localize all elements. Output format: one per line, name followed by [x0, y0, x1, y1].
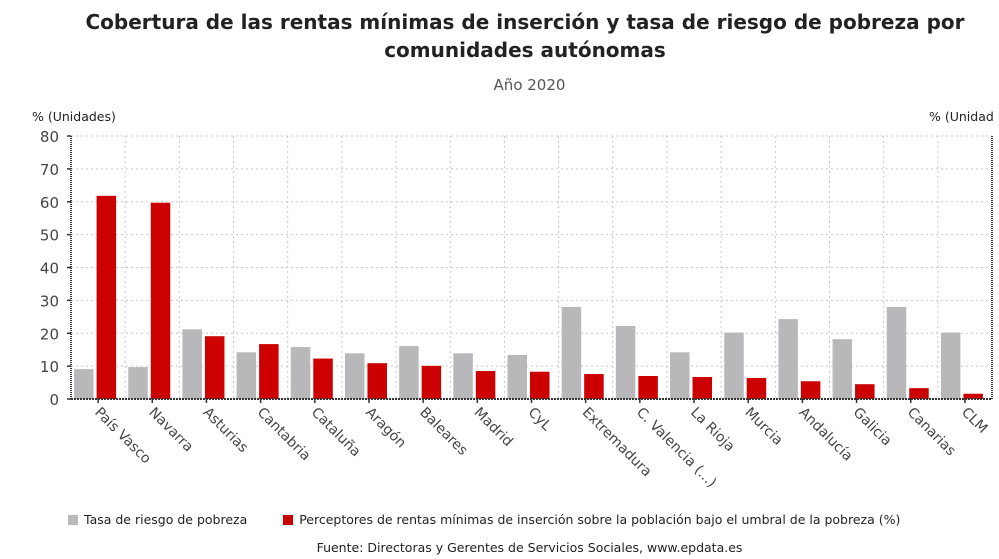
legend-item-min-income[interactable]: Perceptores de rentas mínimas de inserci…	[283, 512, 900, 527]
bar-poverty-rate	[670, 352, 690, 399]
legend-item-poverty-rate[interactable]: Tasa de riesgo de pobreza	[68, 512, 247, 527]
x-tick-label: Galicia	[850, 405, 895, 450]
y-tick-label: 30	[40, 292, 59, 310]
bar-min-income	[313, 358, 333, 399]
bar-poverty-rate	[128, 367, 148, 399]
x-tick-label: CyL	[525, 405, 555, 435]
y-tick-label: 40	[40, 260, 59, 278]
bar-poverty-rate	[399, 346, 419, 399]
bar-poverty-rate	[182, 329, 202, 399]
bar-poverty-rate	[236, 352, 257, 399]
legend-label: Perceptores de rentas mínimas de inserci…	[299, 512, 901, 527]
x-tick-label: Cantabria	[254, 405, 314, 465]
chart-title: Cobertura de las rentas mínimas de inser…	[85, 10, 965, 62]
bar-min-income	[96, 195, 117, 399]
legend-swatch-red	[283, 514, 294, 525]
bar-min-income	[421, 365, 442, 399]
y-tick-label: 60	[40, 194, 59, 212]
legend-swatch-gray	[68, 514, 78, 525]
bar-min-income	[204, 336, 225, 399]
x-tick-label: País Vasco	[91, 405, 154, 468]
x-tick-label: Madrid	[470, 405, 515, 450]
x-tick-label: Andalucía	[796, 405, 856, 465]
bar-min-income	[584, 374, 604, 399]
bar-poverty-rate	[344, 353, 365, 399]
bar-min-income	[259, 344, 279, 399]
x-tick-label: Murcia	[741, 405, 785, 449]
x-tick-label: La Rioja	[687, 405, 738, 456]
y-tick-label: 70	[40, 161, 59, 179]
x-tick-label: Aragón	[362, 405, 409, 452]
bar-poverty-rate	[453, 353, 473, 399]
x-tick-label: Canarias	[904, 405, 959, 460]
y-tick-label: 0	[49, 391, 59, 409]
bar-min-income	[150, 202, 171, 399]
y-tick-label: 20	[40, 325, 59, 343]
x-tick-label: Baleares	[416, 405, 470, 459]
bar-poverty-rate	[832, 339, 853, 399]
bar-min-income	[367, 363, 387, 399]
bar-min-income	[638, 375, 658, 399]
y-tick-label: 50	[40, 227, 59, 245]
legend-label: Tasa de riesgo de pobreza	[84, 512, 248, 527]
x-tick-label: Cataluña	[308, 405, 364, 461]
bar-min-income	[855, 384, 875, 399]
y-tick-label: 80	[40, 128, 59, 146]
axes	[67, 135, 993, 403]
y-axis-label-left: % (Unidades)	[32, 109, 116, 124]
x-tick-label: Navarra	[145, 405, 196, 456]
bar-poverty-rate	[940, 332, 961, 399]
y-axis-label-right: % (Unidad	[929, 109, 994, 124]
bar-min-income	[800, 381, 821, 399]
source-note: Fuente: Directoras y Gerentes de Servici…	[316, 540, 743, 555]
y-tick-labels: 0 10 20 30 40 50 60 70 80	[40, 128, 59, 409]
bar-min-income	[963, 393, 983, 399]
bar-poverty-rate	[74, 369, 94, 399]
bar-min-income	[530, 371, 550, 399]
bar-min-income	[692, 376, 713, 399]
bar-min-income	[746, 377, 767, 399]
bars	[74, 195, 983, 399]
bar-poverty-rate	[615, 326, 636, 399]
bar-poverty-rate	[724, 332, 744, 399]
x-tick-label: Asturias	[200, 405, 251, 456]
bar-poverty-rate	[290, 347, 311, 399]
y-tick-label: 10	[40, 358, 59, 376]
x-tick-label: CLM	[958, 405, 990, 437]
bar-poverty-rate	[561, 306, 582, 399]
bar-poverty-rate	[886, 306, 907, 399]
bar-min-income	[909, 388, 929, 399]
bar-poverty-rate	[507, 354, 527, 399]
bar-poverty-rate	[778, 319, 798, 399]
grid-lines	[71, 135, 992, 399]
chart-subtitle: Año 2020	[493, 76, 566, 94]
legend: Tasa de riesgo de pobreza Perceptores de…	[68, 512, 932, 528]
bar-min-income	[475, 371, 496, 399]
